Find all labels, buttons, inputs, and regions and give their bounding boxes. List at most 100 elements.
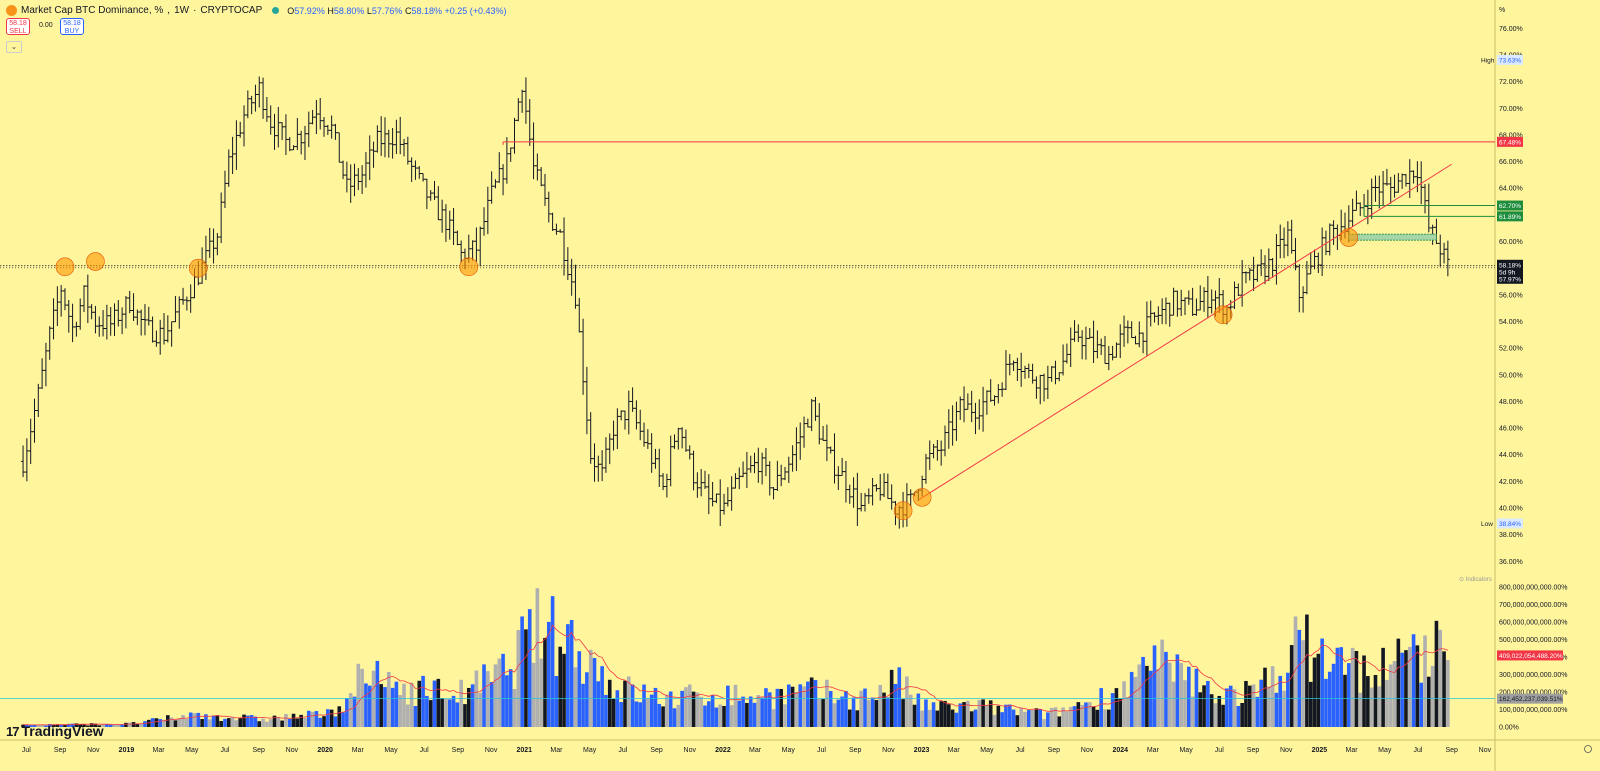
volume-bar <box>230 717 235 727</box>
ohlc-bar <box>504 137 509 184</box>
volume-bar <box>840 696 844 727</box>
volume-bar <box>1442 651 1446 727</box>
ohlc-bar <box>889 484 894 510</box>
sell-button[interactable]: 58.18 SELL <box>6 18 30 35</box>
volume-bar <box>741 696 745 727</box>
volume-bar <box>78 724 83 727</box>
ohlc-bar <box>1003 350 1008 391</box>
volume-bar <box>783 704 787 727</box>
volume-bar <box>1129 671 1134 727</box>
volume-bar <box>630 684 635 727</box>
volume-bar <box>604 694 608 727</box>
ohlc-bar <box>394 119 399 154</box>
ohlc-bar <box>577 297 582 333</box>
ohlc-bar <box>1095 330 1100 359</box>
time-tick-label: Jul <box>817 747 826 754</box>
volume-bar <box>1320 638 1324 727</box>
ohlc-bar <box>314 100 319 135</box>
volume-bar <box>1038 709 1043 727</box>
volume-bar <box>28 725 33 727</box>
ohlc-bar <box>946 409 951 449</box>
ohlc-bar <box>325 124 330 136</box>
ohlc-bar <box>729 476 734 511</box>
ohlc-bar <box>177 296 182 329</box>
volume-bar <box>931 702 936 727</box>
resistance-badge-text: 67.48% <box>1499 139 1521 146</box>
ohlc-bar <box>763 448 768 477</box>
price-tick-label: 46.00% <box>1499 426 1523 433</box>
ohlc-bar <box>931 443 936 459</box>
volume-bar <box>1042 719 1046 727</box>
volume-bar <box>1427 676 1431 727</box>
price-tick-label: 72.00% <box>1499 79 1523 86</box>
volume-bar <box>1103 709 1107 727</box>
symbol-title[interactable]: Market Cap BTC Dominance, % <box>21 5 164 16</box>
ohlc-bar <box>1144 301 1149 356</box>
volume-last-badge-text: 409,022,054,488.20% <box>1499 653 1563 660</box>
ohlc-bar <box>779 464 784 487</box>
price-tick-label: 66.00% <box>1499 159 1523 166</box>
ohlc-bar <box>840 457 845 476</box>
volume-bar <box>1369 687 1374 727</box>
high-label: High <box>1481 57 1495 64</box>
ohlc-bar <box>249 95 254 115</box>
volume-bar <box>866 700 871 727</box>
ohlc-bar <box>405 136 410 165</box>
volume-bar <box>1331 663 1336 727</box>
volume-bar <box>607 679 612 727</box>
volume-bar <box>398 695 403 727</box>
ohlc-bar <box>226 149 231 187</box>
volume-ma-badge: 162,452,237,039.51% <box>1497 693 1563 704</box>
volume-bar <box>1194 668 1199 727</box>
ohlc-bar <box>611 420 616 451</box>
ohlc-bar <box>162 313 167 345</box>
ohlc-bar <box>287 137 292 152</box>
symbol-header[interactable]: Market Cap BTC Dominance, %, 1W · CRYPTOC… <box>6 5 507 16</box>
ohlc-bar <box>78 298 83 330</box>
ohlc-bar <box>1304 261 1309 295</box>
ohlc-readout: O57.92% H58.80% L57.76% C58.18% +0.25 (+… <box>287 5 507 16</box>
buy-button[interactable]: 58.18 BUY <box>60 18 84 35</box>
volume-bar <box>1347 663 1351 727</box>
volume-bar <box>897 667 902 727</box>
chevron-down-icon[interactable]: ⌄ <box>6 41 22 53</box>
ohlc-bar <box>683 429 688 452</box>
ohlc-bar <box>935 439 940 461</box>
ohlc-bar <box>310 109 315 125</box>
volume-bar <box>1133 676 1138 727</box>
ohlc-bar <box>1137 321 1142 348</box>
settings-gear-icon[interactable] <box>1584 745 1592 753</box>
volume-bar <box>1004 704 1008 727</box>
interval-label[interactable]: 1W <box>174 5 190 16</box>
ohlc-bar <box>123 296 128 329</box>
ohlc-bar <box>607 433 612 465</box>
ohlc-bar <box>1076 324 1081 343</box>
volume-bar <box>1114 688 1119 727</box>
ohlc-bar <box>706 474 711 515</box>
volume-bar <box>600 666 604 727</box>
volume-bar <box>966 700 970 727</box>
ohlc-bar <box>1293 237 1298 271</box>
volume-bar <box>226 718 231 727</box>
ohlc-bar <box>512 117 517 154</box>
ohlc-bar <box>546 191 551 223</box>
volume-bar <box>939 701 943 727</box>
ohlc-bar <box>653 448 658 469</box>
volume-bar <box>687 684 692 727</box>
last-price-text: 58.18% <box>1499 262 1521 269</box>
ohlc-bar <box>565 247 570 281</box>
volume-bar <box>1255 696 1260 727</box>
time-tick-label: May <box>1378 747 1392 754</box>
ohlc-bar <box>211 228 216 264</box>
ohlc-bar <box>337 132 342 163</box>
volume-bar <box>1228 685 1233 727</box>
volume-bar <box>261 718 265 727</box>
volume-bar <box>143 721 147 727</box>
ohlc-bar <box>1110 345 1115 361</box>
ohlc-bar <box>737 467 742 490</box>
volume-tick-label: 100,000,000,000.00% <box>1499 707 1568 714</box>
volume-bar <box>36 724 41 727</box>
ohlc-bar <box>642 422 647 447</box>
ohlc-bar <box>234 120 239 170</box>
